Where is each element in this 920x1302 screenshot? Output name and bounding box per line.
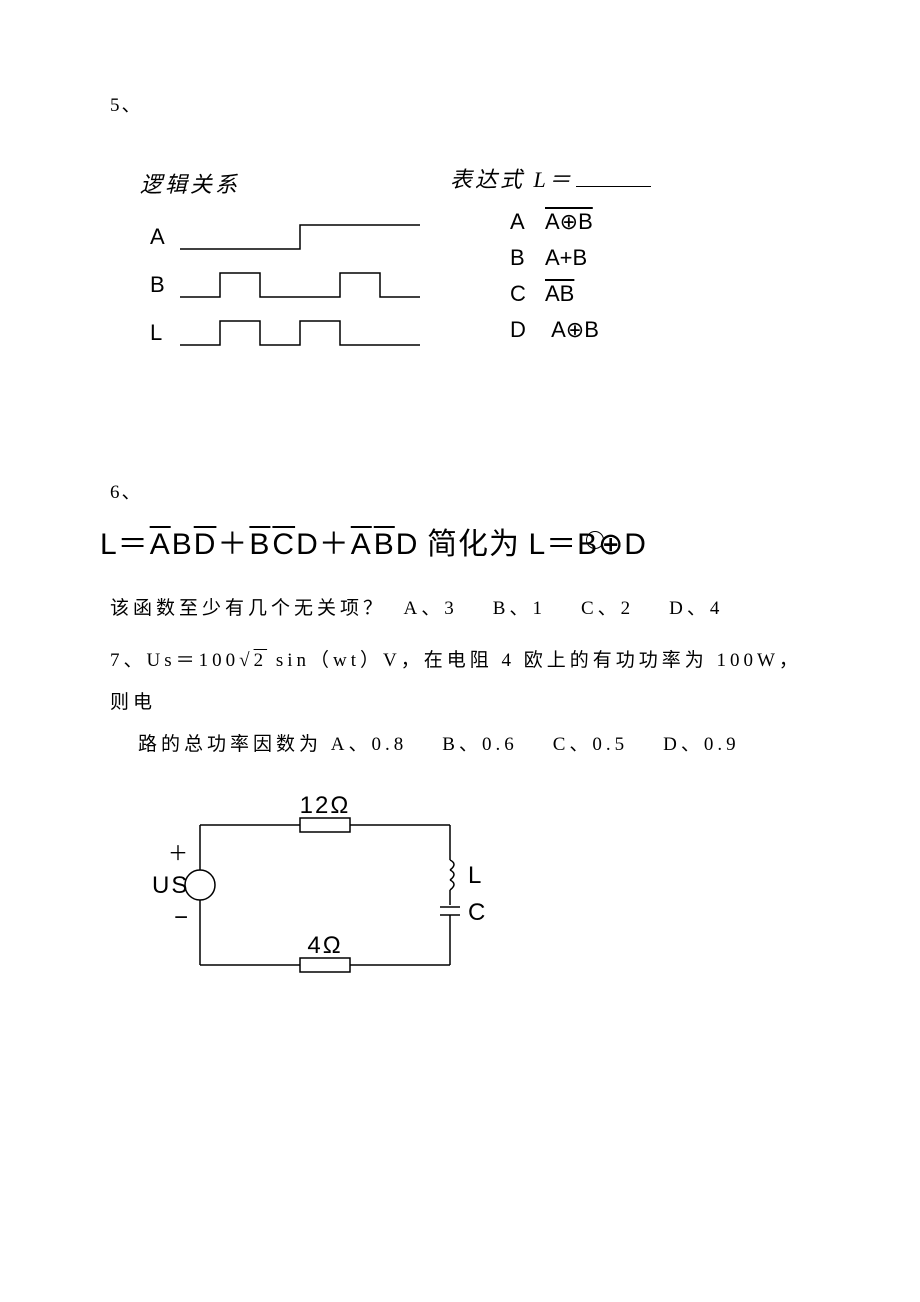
q6-question-text: 该函数至少有几个无关项？ A、3 B、1 C、2 D、4 (110, 593, 810, 620)
q5-opt-C-expr: AB (545, 281, 574, 307)
svg-text:＋: ＋ (168, 843, 190, 865)
wave-L (180, 318, 430, 348)
q6-res-suffix: D (624, 528, 647, 561)
q7-opt-C: C、0.5 (553, 734, 628, 755)
q5-opt-D-expr: A⊕B (545, 317, 599, 343)
signal-row-A: A (150, 217, 430, 257)
q6-formula: L＝ABD＋BCD＋ABD 简化为 L＝B⊕⊕D (100, 519, 810, 563)
timing-diagram: A B L (150, 217, 430, 361)
q5-option-A: A A⊕B (510, 207, 599, 237)
wave-B (180, 270, 430, 300)
signal-row-L: L (150, 313, 430, 353)
q5-option-B: B A+B (510, 243, 599, 273)
q6-opt-B: B、1 (493, 598, 546, 619)
svg-text:12Ω: 12Ω (300, 792, 351, 819)
svg-text:US: US (152, 872, 189, 899)
question-5-container: 逻辑关系 表达式 L＝ A B L A A⊕B B A+B C AB (110, 167, 810, 447)
wave-A (180, 222, 430, 252)
q5-options: A A⊕B B A+B C AB D A⊕B (510, 207, 599, 351)
q7-sqrt: 2 (254, 650, 268, 671)
q7-number: 7、 (110, 650, 147, 671)
signal-row-B: B (150, 265, 430, 305)
q5-opt-D-letter: D (510, 317, 545, 343)
svg-text:4Ω: 4Ω (307, 932, 342, 959)
q5-blank (576, 186, 651, 187)
q5-expr-prefix: 表达式 L＝ (450, 167, 574, 192)
signal-A-label: A (150, 224, 180, 250)
q6-question: 该函数至少有几个无关项？ (110, 598, 386, 619)
q7-opt-D: D、0.9 (663, 734, 739, 755)
q7-line2: 路的总功率因数为 (138, 734, 322, 755)
q6-opt-D: D、4 (669, 598, 723, 619)
circuit-svg: 12Ω LC 4Ω ＋ − US (150, 785, 510, 995)
svg-text:−: − (174, 904, 190, 931)
q5-right-label: 表达式 L＝ (450, 162, 651, 194)
q5-left-label: 逻辑关系 (140, 167, 240, 199)
q6-opt-C: C、2 (581, 598, 634, 619)
q6-prefix: L＝ (100, 528, 149, 561)
svg-text:C: C (468, 899, 487, 926)
q7-text: 7、Us＝100√2 sin（wt）V，在电阻 4 欧上的有功功率为 100W，… (110, 640, 810, 765)
signal-L-label: L (150, 320, 180, 346)
question-6-number: 6、 (110, 477, 810, 504)
q5-opt-C-letter: C (510, 281, 545, 307)
circuit-diagram: 12Ω LC 4Ω ＋ − US (150, 785, 810, 1001)
q7-line1-prefix: Us＝100 (147, 650, 240, 671)
q6-mid: 简化为 (418, 528, 528, 561)
q5-opt-B-expr: A+B (545, 245, 587, 271)
q5-option-D: D A⊕B (510, 315, 599, 345)
signal-B-label: B (150, 272, 180, 298)
q5-opt-B-letter: B (510, 245, 545, 271)
q5-opt-A-letter: A (510, 209, 545, 235)
question-5-number: 5、 (110, 90, 810, 117)
q6-opt-A: A、3 (404, 598, 458, 619)
svg-text:L: L (468, 862, 483, 889)
q7-opt-B: B、0.6 (442, 734, 517, 755)
q5-option-C: C AB (510, 279, 599, 309)
q7-opt-A: A、0.8 (331, 734, 407, 755)
q5-opt-A-expr: A⊕B (545, 209, 593, 235)
